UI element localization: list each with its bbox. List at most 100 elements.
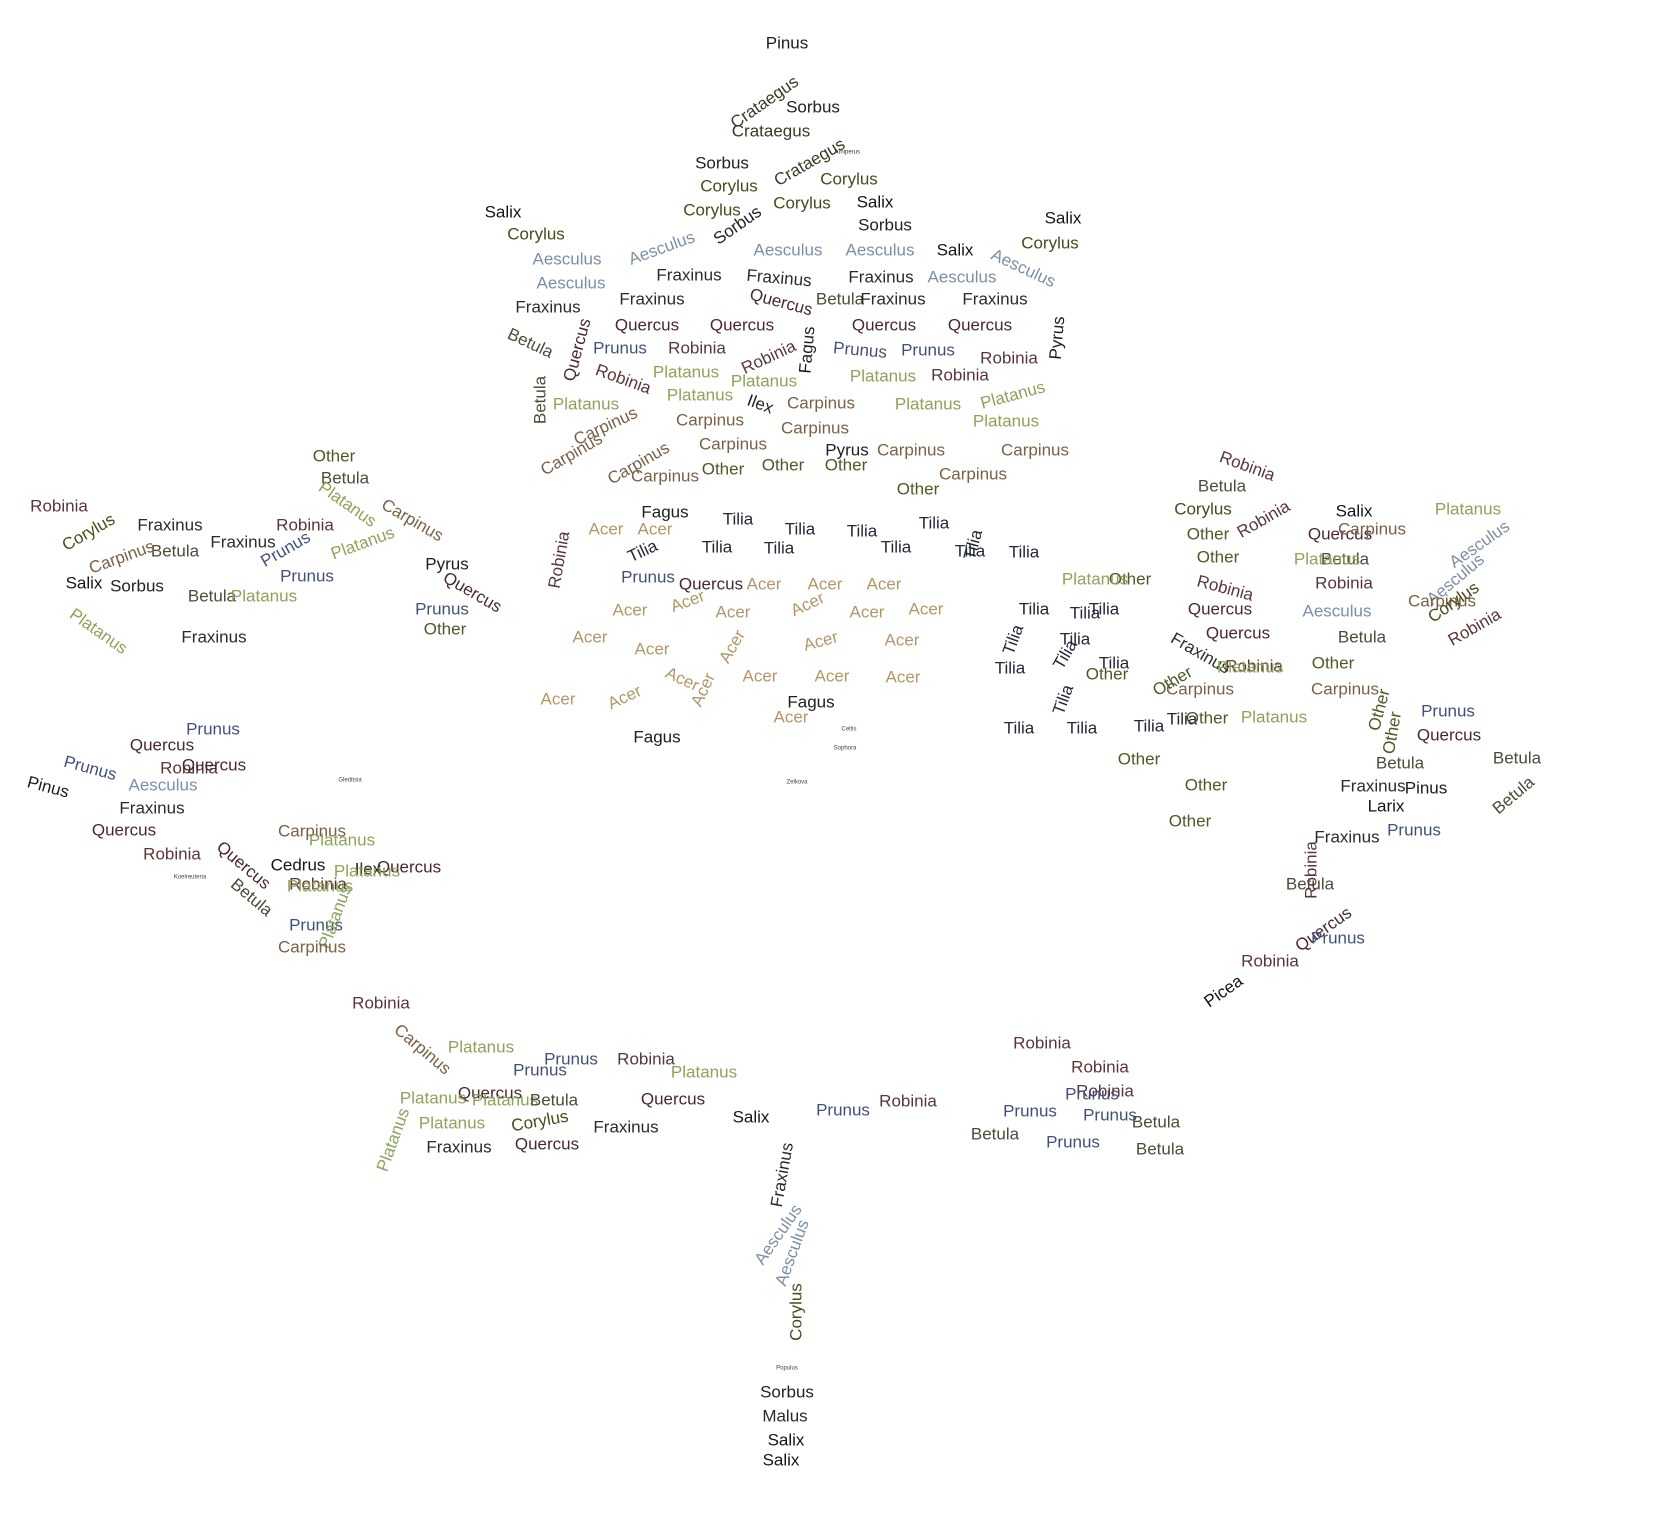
word-prunus: Prunus — [1311, 928, 1365, 947]
word-prunus: Prunus — [816, 1100, 870, 1119]
word-salix: Salix — [768, 1430, 805, 1449]
word-betula: Betula — [1136, 1139, 1185, 1158]
word-acer: Acer — [815, 666, 850, 685]
word-aesculus: Aesculus — [928, 267, 997, 286]
word-pinus: Pinus — [1405, 778, 1448, 797]
word-prunus: Prunus — [544, 1049, 598, 1068]
word-acer: Acer — [909, 599, 944, 618]
word-carpinus: Carpinus — [877, 440, 945, 459]
word-quercus: Quercus — [948, 315, 1012, 334]
word-other: Other — [1185, 775, 1228, 794]
word-acer: Acer — [635, 639, 670, 658]
word-celtis: Celtis — [841, 727, 856, 733]
word-robinia: Robinia — [593, 360, 654, 398]
word-betula: Betula — [1286, 874, 1335, 893]
word-prunus: Prunus — [1065, 1084, 1119, 1103]
word-tilia: Tilia — [1067, 718, 1098, 737]
word-fraxinus: Fraxinus — [593, 1117, 658, 1136]
word-platanus: Platanus — [850, 366, 916, 385]
word-fraxinus: Fraxinus — [656, 265, 721, 284]
word-acer: Acer — [668, 586, 708, 616]
word-gleditsia: Gleditsia — [338, 778, 362, 784]
word-tilia: Tilia — [919, 513, 950, 532]
word-corylus: Corylus — [1174, 499, 1232, 518]
word-tilia: Tilia — [999, 622, 1027, 658]
word-prunus: Prunus — [621, 567, 675, 586]
word-other: Other — [1118, 749, 1161, 768]
word-other: Other — [702, 459, 745, 478]
word-robinia: Robinia — [1315, 573, 1373, 592]
word-acer: Acer — [573, 627, 608, 646]
word-salix: Salix — [763, 1450, 800, 1469]
word-carpinus: Carpinus — [781, 418, 849, 437]
word-prunus: Prunus — [1003, 1101, 1057, 1120]
word-platanus: Platanus — [1294, 549, 1360, 568]
word-tilia: Tilia — [723, 509, 754, 528]
word-betula: Betula — [1132, 1112, 1181, 1131]
word-other: Other — [1312, 653, 1355, 672]
word-acer: Acer — [850, 602, 885, 621]
word-platanus: Platanus — [373, 1105, 413, 1174]
word-platanus: Platanus — [553, 394, 619, 413]
word-prunus: Prunus — [593, 338, 647, 357]
word-tilia: Tilia — [1099, 653, 1130, 672]
word-fraxinus: Fraxinus — [119, 798, 184, 817]
word-tilia: Tilia — [1009, 542, 1040, 561]
word-fraxinus: Fraxinus — [181, 627, 246, 646]
word-fraxinus: Fraxinus — [962, 289, 1027, 308]
word-crataegus: Crataegus — [732, 121, 810, 140]
word-populus: Populus — [776, 1366, 798, 1372]
word-tilia: Tilia — [764, 538, 795, 557]
word-acer: Acer — [885, 630, 920, 649]
word-quercus: Quercus — [1188, 599, 1252, 618]
word-carpinus: Carpinus — [1001, 440, 1069, 459]
word-betula: Betula — [971, 1124, 1020, 1143]
word-other: Other — [1169, 811, 1212, 830]
word-tilia: Tilia — [1134, 716, 1165, 735]
word-pyrus: Pyrus — [825, 440, 868, 459]
word-prunus: Prunus — [415, 599, 469, 618]
word-platanus: Platanus — [309, 830, 375, 849]
word-sophora: Sophora — [834, 746, 857, 752]
word-corylus: Corylus — [683, 200, 741, 219]
word-other: Other — [897, 479, 940, 498]
word-platanus: Platanus — [1217, 657, 1283, 676]
word-acer: Acer — [867, 574, 902, 593]
word-carpinus: Carpinus — [1408, 591, 1476, 610]
word-robinia: Robinia — [879, 1091, 937, 1110]
word-prunus: Prunus — [1421, 701, 1475, 720]
word-tilia: Tilia — [785, 519, 816, 538]
word-quercus: Quercus — [615, 315, 679, 334]
word-betula: Betula — [151, 541, 200, 560]
word-salix: Salix — [1336, 501, 1373, 520]
word-robinia: Robinia — [1013, 1033, 1071, 1052]
word-corylus: Corylus — [786, 1283, 805, 1341]
word-aesculus: Aesculus — [626, 227, 697, 268]
word-sorbus: Sorbus — [695, 153, 749, 172]
word-other: Other — [1197, 547, 1240, 566]
word-prunus: Prunus — [186, 719, 240, 738]
word-other: Other — [313, 446, 356, 465]
word-robinia: Robinia — [1225, 656, 1283, 675]
word-betula: Betula — [1198, 476, 1247, 495]
word-quercus: Quercus — [1206, 623, 1270, 642]
word-quercus: Quercus — [1308, 524, 1372, 543]
word-robinia: Robinia — [1071, 1057, 1129, 1076]
word-quercus: Quercus — [377, 857, 441, 876]
word-betula: Betula — [530, 375, 549, 424]
word-prunus: Prunus — [280, 566, 334, 585]
word-salix: Salix — [1045, 208, 1082, 227]
word-aesculus: Aesculus — [533, 249, 602, 268]
word-platanus: Platanus — [731, 371, 797, 390]
word-robinia: Robinia — [160, 758, 218, 777]
word-carpinus: Carpinus — [1166, 679, 1234, 698]
word-prunus: Prunus — [513, 1060, 567, 1079]
word-quercus: Quercus — [852, 315, 916, 334]
word-other: Other — [424, 619, 467, 638]
word-carpinus: Carpinus — [278, 821, 346, 840]
word-platanus: Platanus — [66, 604, 131, 658]
word-betula: Betula — [530, 1090, 579, 1109]
word-tilia: Tilia — [1089, 599, 1120, 618]
word-acer: Acer — [716, 602, 751, 621]
